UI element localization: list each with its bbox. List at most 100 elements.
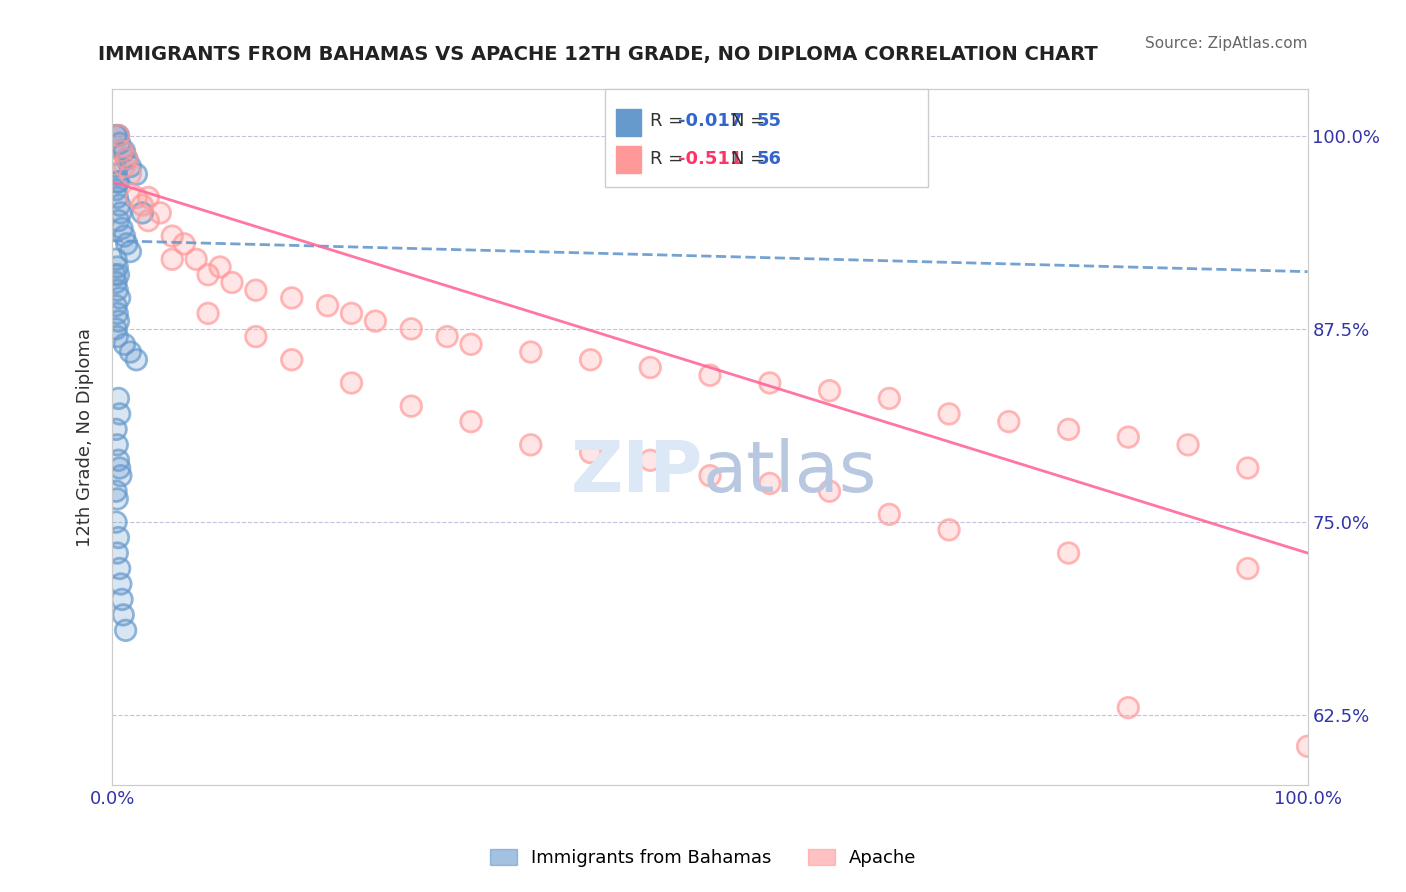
Point [105,515,128,529]
Point [105,306,128,320]
Point [114,160,135,174]
Point [640,360,662,375]
Point [110,577,132,591]
Point [111,221,134,235]
Point [436,329,458,343]
Point [105,484,128,499]
Point [699,468,721,483]
Point [938,523,960,537]
Point [105,329,128,343]
Point [107,314,129,328]
Point [340,376,363,390]
Point [316,299,339,313]
Point [107,453,129,467]
Point [105,422,128,436]
Point [401,322,423,336]
Point [1237,461,1260,475]
Point [107,268,129,282]
Point [460,415,482,429]
Point [186,252,208,267]
Point [125,352,148,367]
Point [173,236,195,251]
Point [162,252,183,267]
Point [221,276,243,290]
Point [110,468,132,483]
Point [107,128,129,143]
Point [107,175,129,189]
Point [818,484,841,499]
Point [364,314,387,328]
Text: R =: R = [650,150,689,168]
Point [105,329,128,343]
Point [1237,461,1260,475]
Point [115,236,138,251]
Point [105,484,128,499]
Point [111,144,134,158]
Point [105,167,128,181]
Point [107,268,129,282]
Point [401,322,423,336]
Point [105,260,128,274]
Point [114,337,135,351]
Point [110,206,132,220]
Point [364,314,387,328]
Point [149,206,172,220]
Point [107,128,129,143]
Text: N =: N = [731,150,770,168]
Point [316,299,339,313]
Point [401,399,423,413]
Point [115,236,138,251]
Point [699,368,721,383]
Point [1118,430,1140,444]
Point [173,236,195,251]
Point [111,592,134,607]
Point [197,306,219,320]
Point [149,206,172,220]
Point [938,407,960,421]
Point [108,561,131,575]
Point [107,213,129,227]
Point [699,368,721,383]
Point [340,306,363,320]
Text: 56: 56 [756,150,782,168]
Point [111,221,134,235]
Point [120,160,142,174]
Point [104,268,127,282]
Point [105,422,128,436]
Point [221,276,243,290]
Point [105,252,128,267]
Point [1118,430,1140,444]
Point [1237,561,1260,575]
Point [1057,546,1080,560]
Point [131,198,153,212]
Text: IMMIGRANTS FROM BAHAMAS VS APACHE 12TH GRADE, NO DIPLOMA CORRELATION CHART: IMMIGRANTS FROM BAHAMAS VS APACHE 12TH G… [98,45,1098,63]
Text: -0.017: -0.017 [678,112,742,130]
Point [105,276,128,290]
Point [125,190,148,204]
Point [1118,700,1140,714]
Point [107,175,129,189]
Point [131,198,153,212]
Point [131,206,153,220]
Point [108,461,131,475]
Point [125,167,148,181]
Point [107,213,129,227]
Point [162,229,183,244]
Point [520,438,543,452]
Point [105,167,128,181]
Point [105,299,128,313]
Point [699,468,721,483]
Point [436,329,458,343]
Point [105,438,128,452]
Point [120,167,142,181]
Point [640,453,662,467]
Point [105,276,128,290]
Point [105,283,128,297]
Point [107,392,129,406]
Point [107,531,129,545]
Point [114,144,135,158]
Point [162,229,183,244]
Point [115,152,138,166]
Point [111,144,134,158]
Point [104,160,127,174]
